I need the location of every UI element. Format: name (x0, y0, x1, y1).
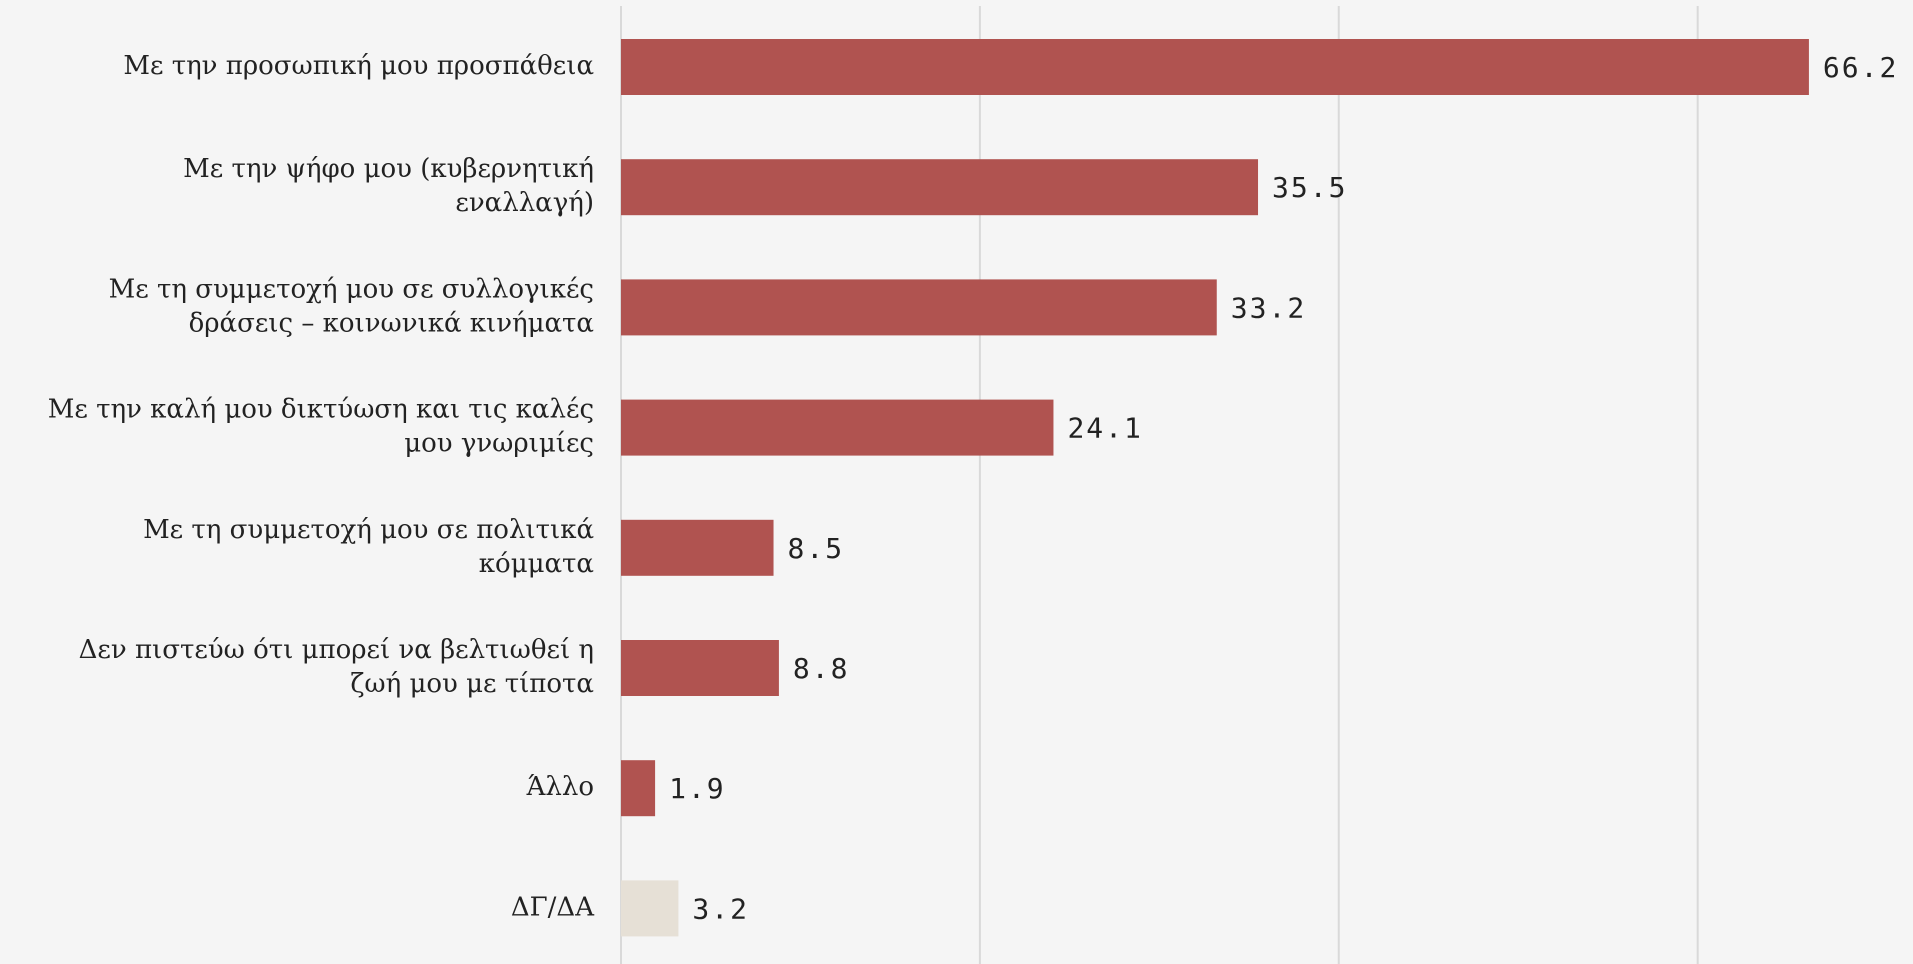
value-label: 33.2 (1231, 291, 1306, 324)
value-label: 35.5 (1272, 171, 1347, 204)
category-label: Δεν πιστεύω ότι μπορεί να βελτιωθεί η (79, 635, 594, 665)
category-label: μου γνωριμίες (404, 429, 594, 459)
bar (621, 640, 779, 696)
value-label: 1.9 (669, 772, 726, 805)
category-label: Με την καλή μου δικτύωση και τις καλές (48, 395, 594, 425)
category-label: Με την ψήφο μου (κυβερνητική (183, 154, 594, 184)
value-label: 8.8 (793, 652, 850, 685)
category-label: κόμματα (479, 549, 594, 579)
bar (621, 39, 1809, 95)
value-label: 3.2 (692, 892, 749, 925)
category-label: δράσεις – κοινωνικά κινήματα (189, 308, 594, 338)
value-label: 24.1 (1067, 412, 1142, 445)
bar (621, 519, 774, 576)
category-label: Με την προσωπική μου προσπάθεια (123, 51, 594, 81)
category-label: ζωή μου με τίποτα (350, 669, 594, 699)
category-label: Άλλο (526, 772, 594, 802)
category-label: εναλλαγή) (455, 188, 594, 218)
bar (621, 279, 1217, 336)
value-label: 8.5 (788, 532, 845, 565)
bar (621, 159, 1259, 216)
bar (621, 880, 679, 937)
value-label: 66.2 (1823, 51, 1898, 84)
category-label: Με τη συμμετοχή μου σε συλλογικές (109, 274, 594, 304)
category-label: ΔΓ/ΔΑ (511, 892, 595, 922)
bar (621, 760, 656, 817)
category-label: Με τη συμμετοχή μου σε πολιτικά (143, 515, 594, 545)
bar (621, 399, 1054, 456)
